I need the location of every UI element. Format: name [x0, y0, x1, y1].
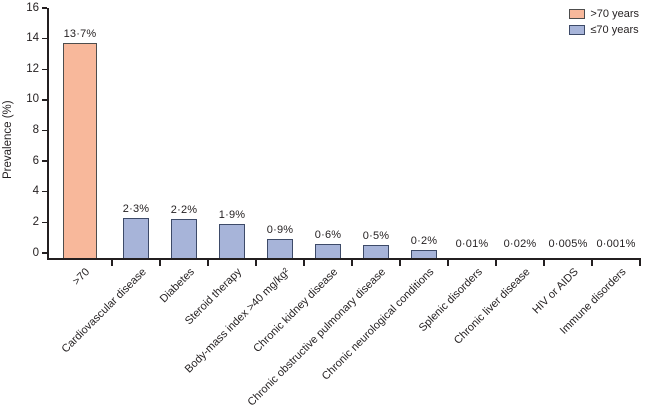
x-tick — [159, 259, 161, 266]
y-tick-label: 16 — [26, 1, 39, 14]
legend-item: >70 years — [569, 8, 639, 20]
y-axis-title: Prevalence (%) — [2, 100, 14, 180]
y-tick — [42, 99, 48, 101]
x-tick — [399, 259, 401, 266]
y-tick-label: 14 — [26, 32, 39, 45]
x-tick — [255, 259, 257, 266]
y-tick — [42, 7, 48, 9]
bar-value-label: 0·2% — [410, 234, 438, 247]
bar-value-label: 2·2% — [170, 204, 198, 217]
legend-swatch — [569, 25, 586, 35]
bar-value-label: 13·7% — [63, 28, 97, 41]
y-tick-label: 4 — [32, 185, 39, 198]
legend-label: >70 years — [590, 8, 639, 20]
y-tick — [42, 252, 48, 254]
y-tick-label: 6 — [32, 154, 39, 167]
y-tick — [42, 68, 48, 70]
x-tick — [591, 259, 593, 266]
bar-value-label: 0·5% — [362, 230, 390, 243]
bar-value-label: 1·9% — [218, 208, 246, 221]
x-category-label: HIV or AIDS — [530, 266, 581, 317]
y-tick — [42, 160, 48, 162]
legend-swatch — [569, 9, 586, 19]
y-tick — [42, 221, 48, 224]
y-tick-label: 8 — [32, 124, 39, 136]
chart-legend: >70 years ≤70 years — [569, 8, 639, 36]
y-tick-label: 10 — [26, 93, 39, 106]
bar — [363, 245, 389, 258]
bar — [315, 243, 341, 258]
bar-value-label: 2·3% — [122, 202, 150, 215]
x-category-label: Chronic kidney disease — [251, 266, 341, 355]
y-tick — [42, 191, 48, 193]
bar-value-label: 0·001% — [596, 238, 636, 250]
bar — [171, 219, 197, 258]
y-tick — [42, 129, 48, 132]
legend-label: ≤70 years — [590, 24, 639, 36]
legend-item: ≤70 years — [569, 24, 639, 36]
bar-value-label: 0·005% — [548, 238, 588, 250]
x-tick — [639, 259, 641, 266]
x-tick — [351, 259, 353, 266]
y-tick — [42, 37, 48, 40]
x-tick — [543, 259, 545, 266]
x-tick — [447, 259, 449, 266]
bar-value-label: 0·01% — [455, 238, 489, 250]
y-tick-label: 12 — [26, 62, 39, 75]
x-tick — [495, 259, 497, 266]
bar — [267, 239, 293, 258]
x-axis-line — [47, 258, 641, 260]
bar-value-label: 0·02% — [503, 238, 537, 250]
x-tick — [207, 259, 209, 266]
bar-value-label: 0·9% — [266, 224, 294, 237]
bar — [63, 43, 97, 258]
bar-value-label: 0·6% — [314, 228, 342, 241]
x-category-label: Diabetes — [157, 266, 197, 306]
y-tick-label: 2 — [32, 215, 39, 228]
x-tick — [111, 259, 113, 266]
bar — [219, 223, 245, 258]
bar — [411, 249, 437, 258]
x-tick — [303, 259, 305, 266]
y-tick-label: 0 — [32, 246, 39, 259]
y-axis-line — [47, 8, 49, 260]
bar — [123, 217, 149, 258]
x-category-label: >70 — [70, 266, 93, 288]
